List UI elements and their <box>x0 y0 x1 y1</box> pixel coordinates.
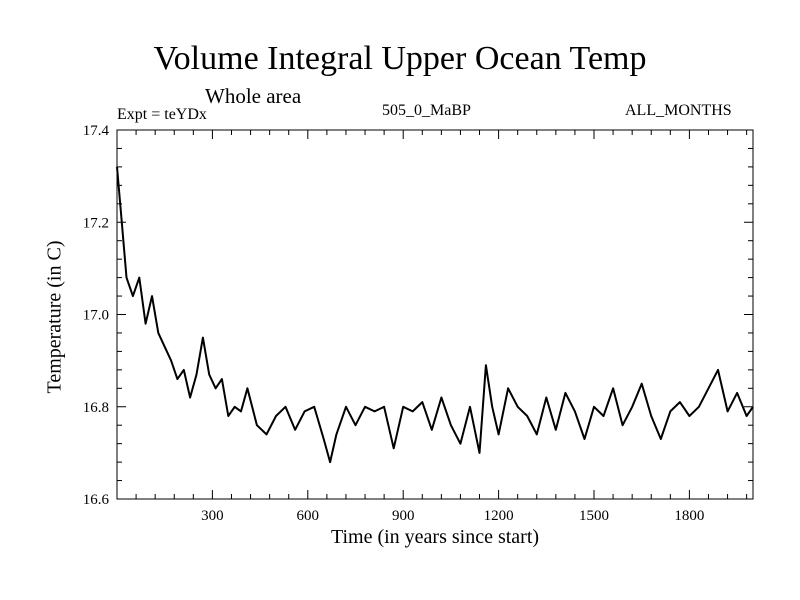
plot-frame <box>116 129 754 500</box>
x-tick-label: 300 <box>201 508 224 524</box>
x-tick-label: 900 <box>392 508 415 524</box>
period-label: 505_0_MaBP <box>382 102 471 119</box>
chart-subtitle: Whole area <box>205 84 302 108</box>
chart-title: Volume Integral Upper Ocean Temp <box>153 40 647 77</box>
x-tick-label: 1500 <box>579 508 609 524</box>
x-tick-label: 1800 <box>674 508 704 524</box>
x-tick-label: 1200 <box>484 508 514 524</box>
series-line-0 <box>116 166 754 464</box>
y-tick-label: 17.0 <box>83 308 109 324</box>
y-tick-label: 17.2 <box>83 215 109 231</box>
y-tick-label: 16.6 <box>83 492 110 508</box>
experiment-label: Expt = teYDx <box>117 106 207 123</box>
y-tick-label: 17.4 <box>83 123 110 139</box>
y-axis-label: Temperature (in C) <box>43 240 66 394</box>
x-axis-label: Time (in years since start) <box>330 526 540 548</box>
months-label: ALL_MONTHS <box>625 102 732 119</box>
y-tick-label: 16.8 <box>83 400 109 416</box>
x-tick-label: 600 <box>297 508 320 524</box>
